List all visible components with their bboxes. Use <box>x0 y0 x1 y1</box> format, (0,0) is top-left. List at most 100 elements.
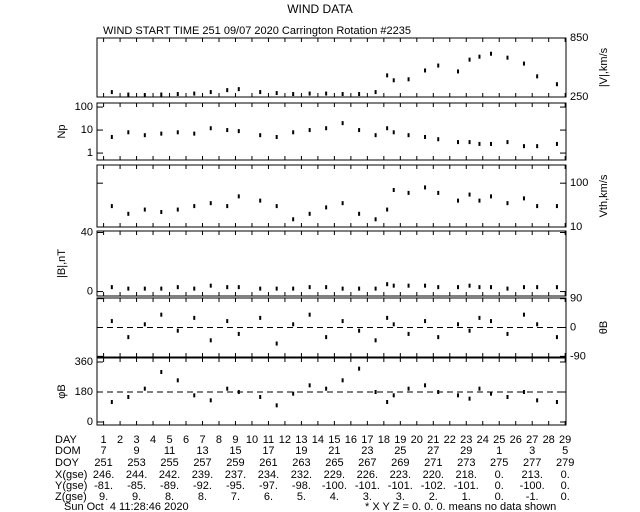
data-point <box>522 144 525 149</box>
chart-subtitle: WIND START TIME 251 09/07 2020 Carringto… <box>103 25 411 37</box>
data-point <box>478 386 481 391</box>
data-point <box>457 322 460 327</box>
data-point <box>193 131 196 136</box>
data-point <box>325 386 328 391</box>
data-point <box>341 92 344 97</box>
data-point <box>237 331 240 336</box>
data-point <box>193 286 196 291</box>
row-label: Z(gse) <box>55 491 87 503</box>
data-point <box>392 130 395 135</box>
data-point <box>226 88 229 93</box>
table-cell: 234. <box>258 469 279 481</box>
row-label: DOM <box>55 445 81 457</box>
data-point <box>160 370 163 374</box>
table-cell: 18 <box>378 434 390 446</box>
y-tick-label: 10 <box>570 221 582 233</box>
data-point <box>536 398 539 403</box>
data-point <box>468 328 471 333</box>
y-tick-label: 250 <box>570 91 588 103</box>
data-point <box>506 201 509 206</box>
table-cell: 5. <box>297 491 306 503</box>
data-point <box>457 198 460 203</box>
data-point <box>292 322 295 327</box>
data-point <box>226 128 229 133</box>
data-point <box>209 201 212 206</box>
data-point <box>259 315 262 320</box>
table-cell: 25 <box>394 445 406 457</box>
data-point <box>358 128 361 133</box>
table-cell: 29 <box>460 445 472 457</box>
data-point <box>555 400 558 404</box>
data-point <box>308 211 311 216</box>
table-cell: 8. <box>165 491 174 503</box>
data-point <box>437 335 440 340</box>
data-point <box>555 82 558 87</box>
data-point <box>176 328 179 333</box>
table-cell: 9 <box>134 445 140 457</box>
data-point <box>275 403 278 408</box>
data-point <box>468 192 471 197</box>
data-point <box>110 134 113 139</box>
data-point <box>292 130 295 135</box>
data-point <box>478 141 481 146</box>
y-tick-label: 850 <box>570 32 588 44</box>
data-point <box>143 386 146 391</box>
table-cell: 15 <box>328 434 340 446</box>
table-cell: -89. <box>160 480 179 492</box>
data-point <box>237 390 240 394</box>
y-tick-label: 0 <box>570 321 576 333</box>
y-tick-label: 0 <box>87 285 93 297</box>
data-point <box>341 286 344 291</box>
table-cell: 0. <box>495 469 504 481</box>
table-cell: 229. <box>324 469 345 481</box>
data-point <box>110 204 113 209</box>
data-point <box>308 128 311 133</box>
y-axis-label: Vth,km/s <box>598 174 610 217</box>
table-cell: -95. <box>226 480 245 492</box>
data-point <box>325 335 328 340</box>
data-point <box>275 134 278 139</box>
table-cell: 242. <box>159 469 180 481</box>
table-cell: 267 <box>358 457 376 469</box>
y-tick-label: 100 <box>570 177 588 189</box>
data-point <box>522 196 525 201</box>
y-tick-label: 1 <box>87 147 93 159</box>
table-cell: 223. <box>390 469 411 481</box>
table-cell: 16 <box>345 434 357 446</box>
table-cell: 261 <box>259 457 277 469</box>
table-cell: 9. <box>99 491 108 503</box>
data-point <box>506 55 509 60</box>
data-point <box>437 390 440 394</box>
table-cell: -98. <box>292 480 311 492</box>
table-cell: 17 <box>361 434 373 446</box>
data-point <box>489 194 492 199</box>
data-point <box>341 378 344 383</box>
data-point <box>437 285 440 290</box>
data-point <box>176 92 179 97</box>
table-cell: -101. <box>355 480 380 492</box>
data-point <box>424 319 427 324</box>
table-cell: -100. <box>520 480 545 492</box>
y-axis-label: φB <box>56 384 68 398</box>
table-cell: 6 <box>183 434 189 446</box>
table-cell: 19 <box>394 434 406 446</box>
panel-frame <box>96 102 567 161</box>
y-tick-label: -90 <box>570 350 586 362</box>
data-point <box>193 315 196 320</box>
data-point <box>468 396 471 401</box>
table-cell: 275 <box>490 457 508 469</box>
table-cell: 3. <box>396 491 405 503</box>
data-point <box>386 315 389 320</box>
table-cell: 3. <box>363 491 372 503</box>
row-label: Y(gse) <box>55 480 87 492</box>
table-cell: 4 <box>150 434 156 446</box>
data-point <box>127 92 130 97</box>
table-cell: 11 <box>164 445 175 457</box>
data-point <box>292 92 295 97</box>
data-point <box>209 90 212 95</box>
data-point <box>325 126 328 131</box>
panel-frame <box>96 230 567 297</box>
data-point <box>193 393 196 398</box>
table-cell: 263 <box>292 457 310 469</box>
data-point <box>374 390 377 394</box>
